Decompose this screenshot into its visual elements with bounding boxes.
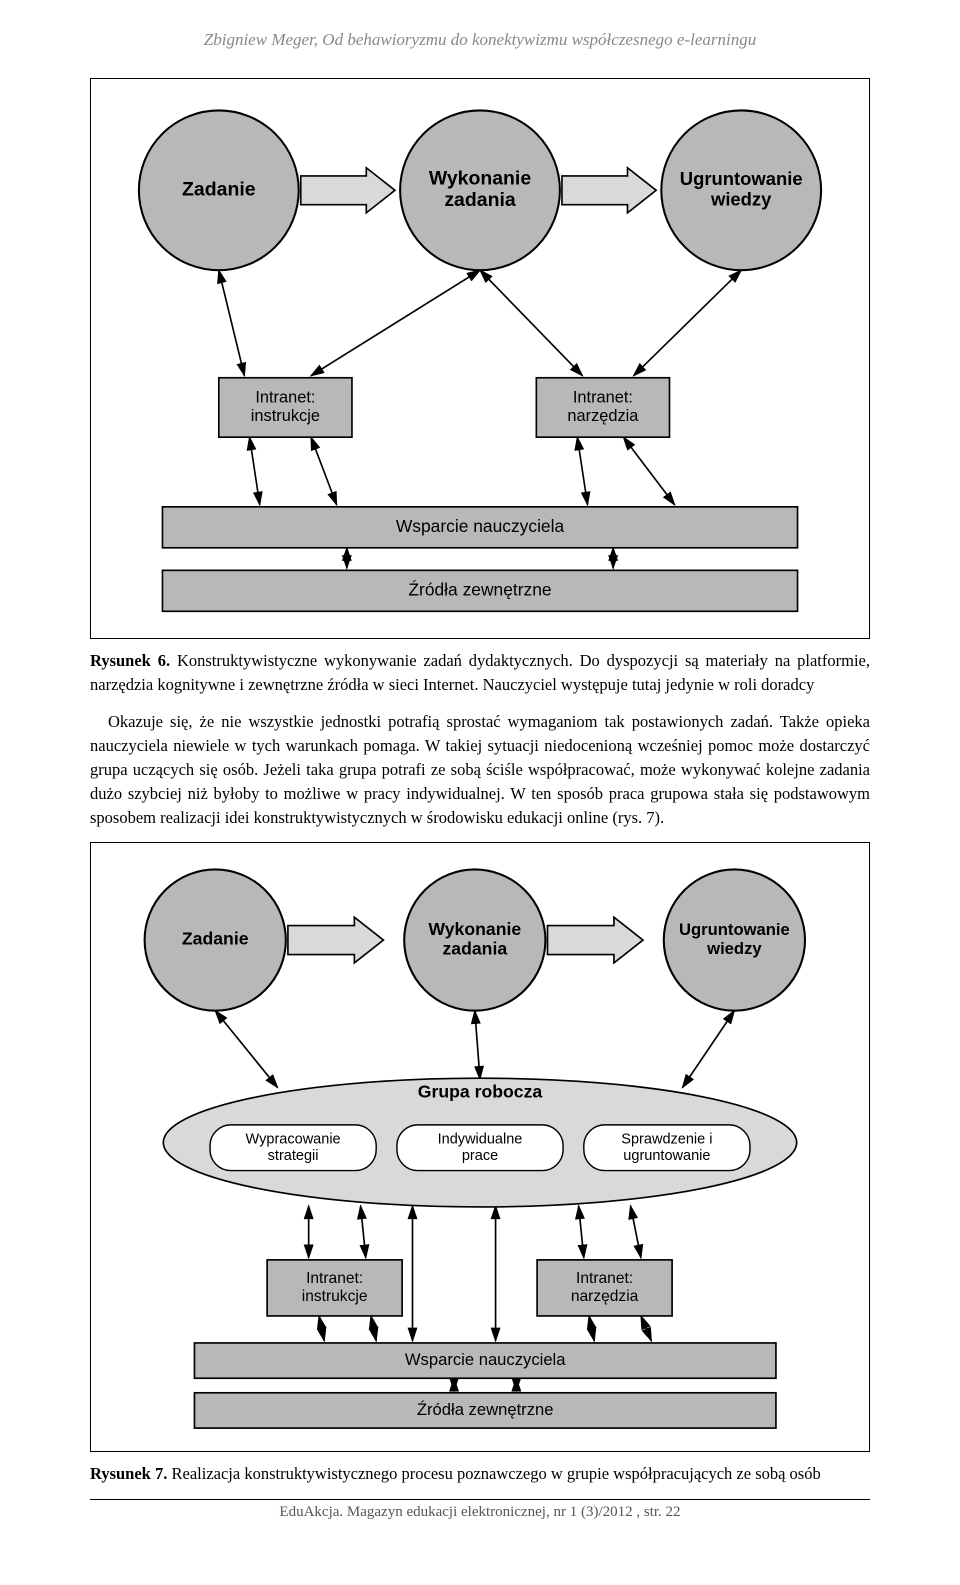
svg-text:Indywidualne: Indywidualne [438,1131,523,1147]
svg-text:Zadanie: Zadanie [182,178,256,200]
svg-text:Wsparcie nauczyciela: Wsparcie nauczyciela [396,516,565,536]
svg-text:zadania: zadania [444,189,516,211]
svg-text:zadania: zadania [442,939,507,959]
svg-text:Intranet:: Intranet: [573,389,633,407]
figure-7-caption-text: Realizacja konstruktywistycznego procesu… [167,1464,820,1483]
svg-text:Intranet:: Intranet: [576,1270,633,1287]
figure-7-caption: Rysunek 7. Realizacja konstruktywistyczn… [90,1462,870,1486]
figure-6: Zadanie Wykonaniezadania Ugruntowaniewiedz… [90,78,870,639]
svg-text:prace: prace [462,1148,498,1164]
svg-text:Zadanie: Zadanie [182,929,249,949]
svg-text:Źródła zewnętrzne: Źródła zewnętrzne [408,579,551,599]
svg-text:Wypracowanie: Wypracowanie [246,1131,341,1147]
footer-rule [90,1499,870,1500]
figure-6-svg: Zadanie Wykonaniezadania Ugruntowaniewiedz… [101,93,859,626]
svg-text:ugruntowanie: ugruntowanie [623,1148,710,1164]
svg-text:Wsparcie nauczyciela: Wsparcie nauczyciela [405,1350,566,1369]
figure-7-svg: Zadanie Wykonaniezadania Ugruntowaniewiedz… [101,857,859,1438]
svg-text:Wykonanie: Wykonanie [428,919,521,939]
figure-6-caption-text: Konstruktywistyczne wykonywanie zadań dy… [90,651,870,694]
svg-text:Intranet:: Intranet: [306,1270,363,1287]
svg-text:Sprawdzenie i: Sprawdzenie i [621,1131,712,1147]
svg-text:instrukcje: instrukcje [251,407,320,425]
svg-text:Wykonanie: Wykonanie [429,168,532,190]
figure-7: Zadanie Wykonaniezadania Ugruntowaniewiedz… [90,842,870,1451]
svg-text:Intranet:: Intranet: [255,389,315,407]
svg-text:strategii: strategii [268,1148,319,1164]
figure-6-caption-label: Rysunek 6. [90,651,170,670]
page-footer: EduAkcja. Magazyn edukacji elektroniczne… [90,1504,870,1521]
svg-text:wiedzy: wiedzy [706,939,762,958]
body-paragraph-1: Okazuje się, że nie wszystkie jednostki … [90,710,870,830]
svg-text:Źródła zewnętrzne: Źródła zewnętrzne [417,1400,554,1419]
running-head: Zbigniew Meger, Od behawioryzmu do konek… [90,30,870,50]
svg-text:Grupa robocza: Grupa robocza [418,1081,543,1101]
figure-7-caption-label: Rysunek 7. [90,1464,167,1483]
svg-text:Ugruntowanie: Ugruntowanie [680,168,803,189]
svg-text:narzędzia: narzędzia [571,1288,639,1305]
svg-text:wiedzy: wiedzy [710,188,772,209]
svg-text:instrukcje: instrukcje [302,1288,368,1305]
svg-text:narzędzia: narzędzia [567,407,639,425]
figure-6-caption: Rysunek 6. Konstruktywistyczne wykonywan… [90,649,870,697]
svg-text:Ugruntowanie: Ugruntowanie [679,920,790,939]
